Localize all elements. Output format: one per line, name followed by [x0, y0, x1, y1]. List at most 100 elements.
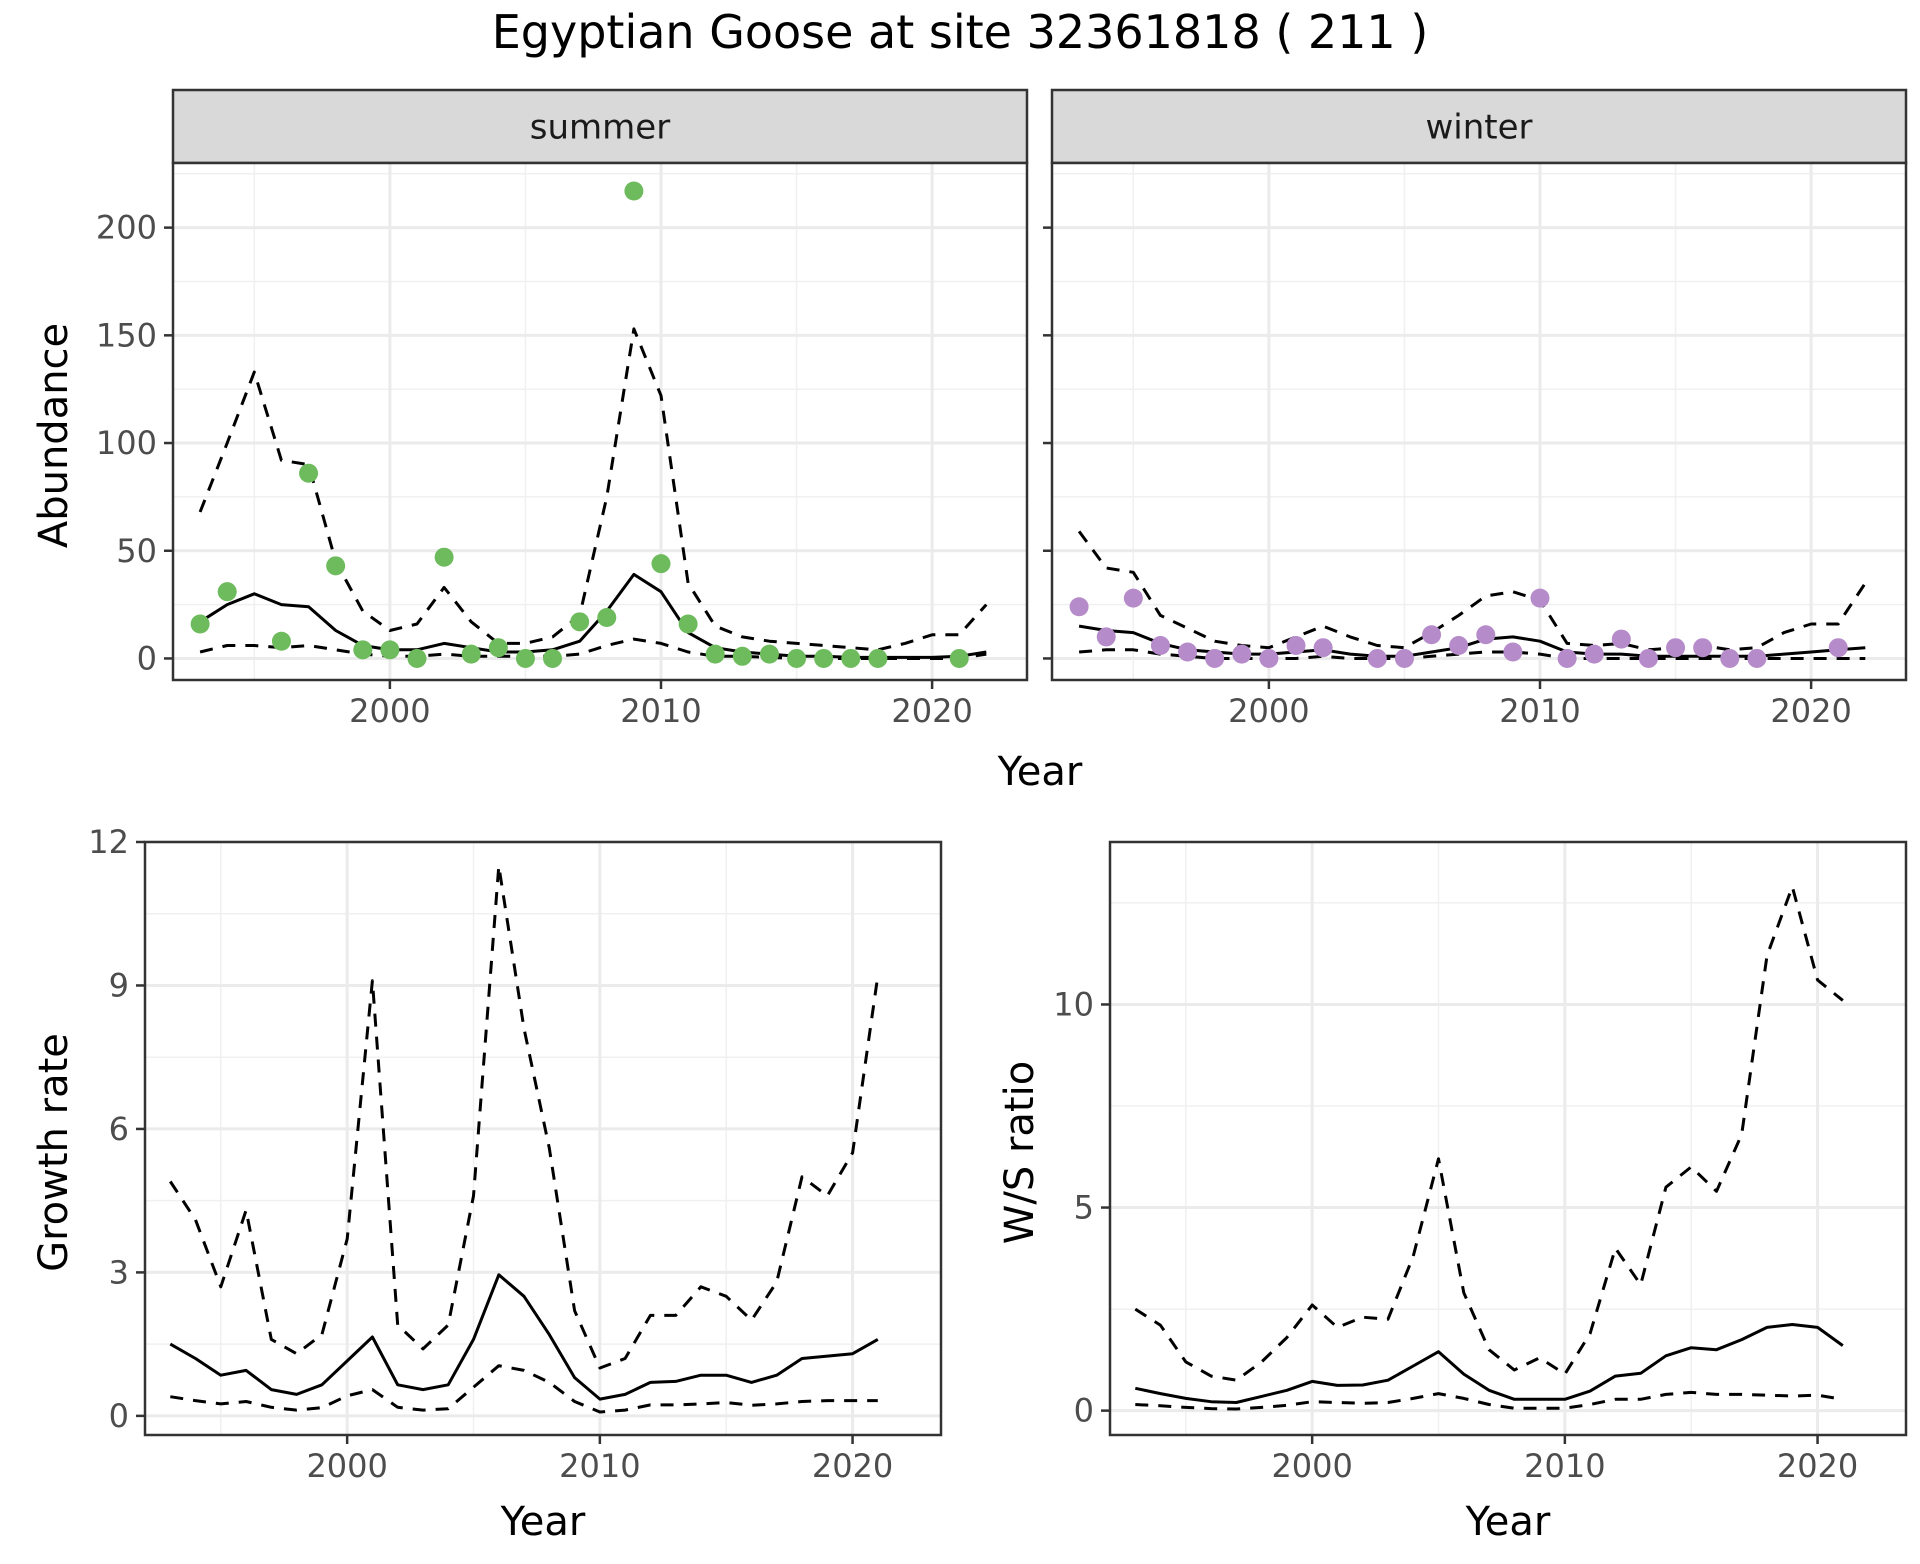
data-point — [1232, 644, 1252, 664]
panel-border — [143, 840, 943, 1437]
data-point — [678, 614, 698, 634]
data-point — [1503, 642, 1523, 662]
y-tick-label: 5 — [1074, 1189, 1094, 1227]
data-point — [1205, 648, 1225, 668]
y-axis-title: W/S ratio — [997, 1061, 1043, 1244]
y-tick-label: 0 — [1074, 1392, 1094, 1430]
series-line-upper — [1077, 530, 1867, 652]
facet-strip-label: winter — [1425, 108, 1532, 148]
data-point — [1557, 648, 1577, 668]
x-tick-label: 2000 — [1228, 692, 1309, 730]
y-tick-label: 3 — [109, 1253, 129, 1291]
plot-background — [1052, 163, 1906, 680]
data-point — [570, 612, 590, 632]
data-point — [1720, 648, 1740, 668]
data-point — [271, 631, 291, 651]
data-point — [461, 644, 481, 664]
data-point — [814, 648, 834, 668]
y-axis-title: Abundance — [31, 323, 77, 548]
x-tick-label: 2020 — [1770, 692, 1851, 730]
data-point — [1693, 638, 1713, 658]
data-point — [1178, 642, 1198, 662]
y-tick-label: 10 — [1053, 985, 1094, 1023]
y-tick-label: 150 — [96, 316, 157, 354]
data-point — [515, 648, 535, 668]
data-point — [1286, 636, 1306, 656]
x-tick-label: 2010 — [559, 1447, 640, 1485]
y-tick-label: 12 — [88, 823, 129, 861]
panel-border — [1050, 161, 1908, 682]
y-tick-label: 9 — [109, 966, 129, 1004]
x-tick-label: 2010 — [620, 692, 701, 730]
data-point — [597, 608, 617, 628]
data-point — [1313, 638, 1333, 658]
data-point — [1638, 648, 1658, 668]
series-line-fit — [1134, 1323, 1844, 1404]
y-tick-label: 50 — [116, 532, 157, 570]
series-line-upper — [198, 327, 988, 652]
x-tick-label: 2010 — [1499, 692, 1580, 730]
y-tick-label: 6 — [109, 1110, 129, 1148]
facet-strip-label: summer — [530, 108, 670, 148]
x-tick-label: 2000 — [349, 692, 430, 730]
data-point — [434, 547, 454, 567]
data-point — [217, 582, 237, 602]
panel-border — [171, 161, 1029, 682]
y-tick-label: 0 — [137, 639, 157, 677]
data-point — [1422, 625, 1442, 645]
data-point — [543, 648, 563, 668]
series-line-fit — [169, 1273, 879, 1401]
facet-strip — [171, 88, 1029, 165]
y-tick-label: 100 — [96, 424, 157, 462]
data-point — [705, 644, 725, 664]
data-point — [1449, 636, 1469, 656]
series-line-lower — [170, 1364, 878, 1414]
y-tick-label: 200 — [96, 209, 157, 247]
panel-ws-ratio: 2000 2010 2020 0 5 10 W/S ratio Year — [997, 840, 1908, 1545]
data-point — [1584, 644, 1604, 664]
data-point — [407, 648, 427, 668]
x-tick-label: 2000 — [306, 1447, 387, 1485]
series-line-lower — [1135, 1390, 1844, 1411]
data-point — [1096, 627, 1116, 647]
plot-background — [145, 842, 941, 1435]
data-point — [1666, 638, 1686, 658]
x-axis-title: Year — [1465, 1499, 1551, 1545]
panel-summer-abundance: summer 2000 2010 2020 0 50 100 150 200 Abundance — [31, 88, 1029, 730]
x-tick-label: 2020 — [1777, 1447, 1858, 1485]
data-point — [1476, 625, 1496, 645]
data-point — [326, 556, 346, 576]
data-point — [1367, 648, 1387, 668]
plot-background — [1110, 842, 1906, 1435]
facet-x-axis-title: Year — [997, 749, 1083, 795]
data-point — [651, 554, 671, 574]
series-line-upper — [1134, 885, 1844, 1382]
y-tick-label: 0 — [109, 1397, 129, 1435]
data-point — [1259, 648, 1279, 668]
data-point — [1747, 648, 1767, 668]
data-point — [1394, 648, 1414, 668]
x-tick-label: 2020 — [812, 1447, 893, 1485]
data-point — [1150, 636, 1170, 656]
data-point — [1069, 597, 1089, 617]
data-point — [841, 648, 861, 668]
x-tick-label: 2020 — [891, 692, 972, 730]
plot-background — [173, 163, 1027, 680]
x-tick-label: 2010 — [1524, 1447, 1605, 1485]
x-tick-label: 2000 — [1271, 1447, 1352, 1485]
data-point — [732, 646, 752, 666]
panel-winter-abundance: winter 2000 2010 2020 — [1043, 88, 1908, 730]
series-line-lower — [199, 637, 987, 660]
panel-border — [1108, 840, 1908, 1437]
data-point — [1611, 629, 1631, 649]
data-point — [624, 181, 644, 201]
data-point — [759, 644, 779, 664]
data-point — [380, 640, 400, 660]
data-point — [1530, 588, 1550, 608]
data-point — [299, 463, 319, 483]
x-axis-title: Year — [500, 1499, 586, 1545]
figure-title: Egyptian Goose at site 32361818 ( 211 ) — [492, 5, 1429, 59]
data-point — [868, 648, 888, 668]
